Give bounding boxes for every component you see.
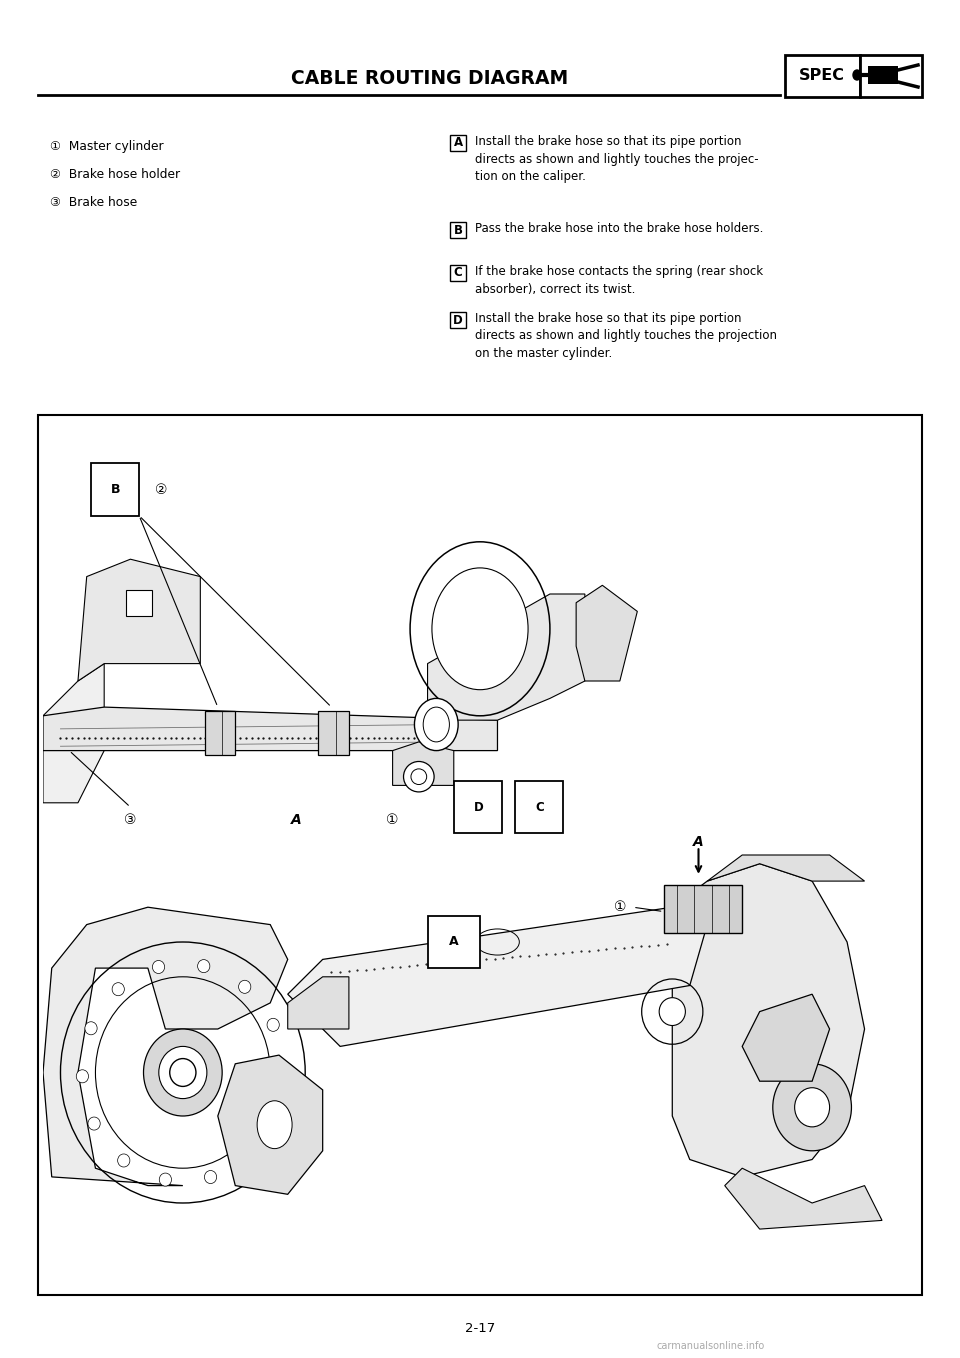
Ellipse shape: [76, 1070, 88, 1082]
Polygon shape: [427, 593, 585, 720]
Text: Pass the brake hose into the brake hose holders.: Pass the brake hose into the brake hose …: [475, 221, 763, 235]
Ellipse shape: [660, 998, 685, 1025]
Ellipse shape: [403, 762, 434, 792]
Text: ①: ①: [613, 900, 626, 914]
Ellipse shape: [257, 1101, 292, 1149]
Ellipse shape: [423, 708, 449, 741]
Text: A: A: [449, 936, 459, 948]
Text: 2-17: 2-17: [465, 1321, 495, 1335]
Text: A: A: [693, 835, 704, 849]
Ellipse shape: [88, 1118, 100, 1130]
Ellipse shape: [270, 1107, 282, 1120]
Text: A: A: [453, 137, 463, 149]
Text: B: B: [453, 224, 463, 236]
Ellipse shape: [170, 1059, 196, 1086]
Polygon shape: [288, 907, 708, 1047]
Ellipse shape: [159, 1173, 172, 1186]
Bar: [91, 463, 139, 516]
Ellipse shape: [112, 983, 125, 995]
Ellipse shape: [773, 1063, 852, 1150]
Polygon shape: [288, 976, 348, 1029]
Text: C: C: [535, 801, 543, 813]
Ellipse shape: [432, 568, 528, 690]
Text: CABLE ROUTING DIAGRAM: CABLE ROUTING DIAGRAM: [292, 68, 568, 87]
Text: ①: ①: [386, 813, 398, 827]
Text: carmanualsonline.info: carmanualsonline.info: [657, 1340, 764, 1351]
Ellipse shape: [153, 960, 165, 974]
Bar: [454, 781, 502, 834]
Bar: [663, 885, 742, 933]
Polygon shape: [43, 907, 288, 1186]
Ellipse shape: [239, 980, 251, 993]
Text: B: B: [110, 483, 120, 496]
Ellipse shape: [84, 1021, 97, 1035]
Polygon shape: [672, 864, 865, 1177]
Text: ②  Brake hose holder: ② Brake hose holder: [50, 168, 180, 181]
Ellipse shape: [204, 1171, 217, 1184]
Bar: [450, 312, 466, 329]
Polygon shape: [742, 994, 829, 1081]
Text: ③  Brake hose: ③ Brake hose: [50, 196, 137, 209]
Bar: [450, 265, 466, 281]
Text: D: D: [473, 801, 483, 813]
Text: ③: ③: [124, 813, 136, 827]
Text: A: A: [291, 813, 301, 827]
Ellipse shape: [158, 1047, 206, 1099]
Polygon shape: [218, 1055, 323, 1194]
Text: If the brake hose contacts the spring (rear shock
absorber), correct its twist.: If the brake hose contacts the spring (r…: [475, 265, 763, 296]
Text: D: D: [453, 314, 463, 326]
Ellipse shape: [277, 1066, 290, 1080]
Polygon shape: [393, 741, 454, 785]
Ellipse shape: [415, 698, 458, 751]
Ellipse shape: [795, 1088, 829, 1127]
Bar: [204, 712, 235, 755]
Bar: [38, 416, 922, 1296]
Bar: [860, 56, 922, 96]
Polygon shape: [708, 856, 865, 881]
Polygon shape: [78, 559, 201, 680]
Ellipse shape: [244, 1146, 256, 1160]
Bar: [450, 221, 466, 238]
Text: SPEC: SPEC: [799, 68, 845, 83]
Text: ②: ②: [155, 482, 167, 497]
Bar: [450, 134, 466, 151]
Polygon shape: [43, 708, 497, 751]
Ellipse shape: [143, 1029, 222, 1116]
Ellipse shape: [118, 1154, 130, 1167]
Bar: [515, 781, 563, 834]
Ellipse shape: [411, 769, 426, 785]
Polygon shape: [43, 664, 105, 803]
Text: Install the brake hose so that its pipe portion
directs as shown and lightly tou: Install the brake hose so that its pipe …: [475, 312, 777, 360]
Bar: [427, 915, 480, 968]
Polygon shape: [576, 585, 637, 680]
Bar: [126, 589, 153, 615]
Polygon shape: [725, 1168, 882, 1229]
Text: C: C: [454, 266, 463, 280]
Bar: [868, 67, 898, 84]
Ellipse shape: [267, 1018, 279, 1031]
Bar: [785, 56, 860, 96]
Text: ①  Master cylinder: ① Master cylinder: [50, 140, 163, 153]
Bar: [319, 712, 348, 755]
Ellipse shape: [198, 960, 210, 972]
Ellipse shape: [853, 71, 861, 80]
Text: Install the brake hose so that its pipe portion
directs as shown and lightly tou: Install the brake hose so that its pipe …: [475, 134, 758, 183]
